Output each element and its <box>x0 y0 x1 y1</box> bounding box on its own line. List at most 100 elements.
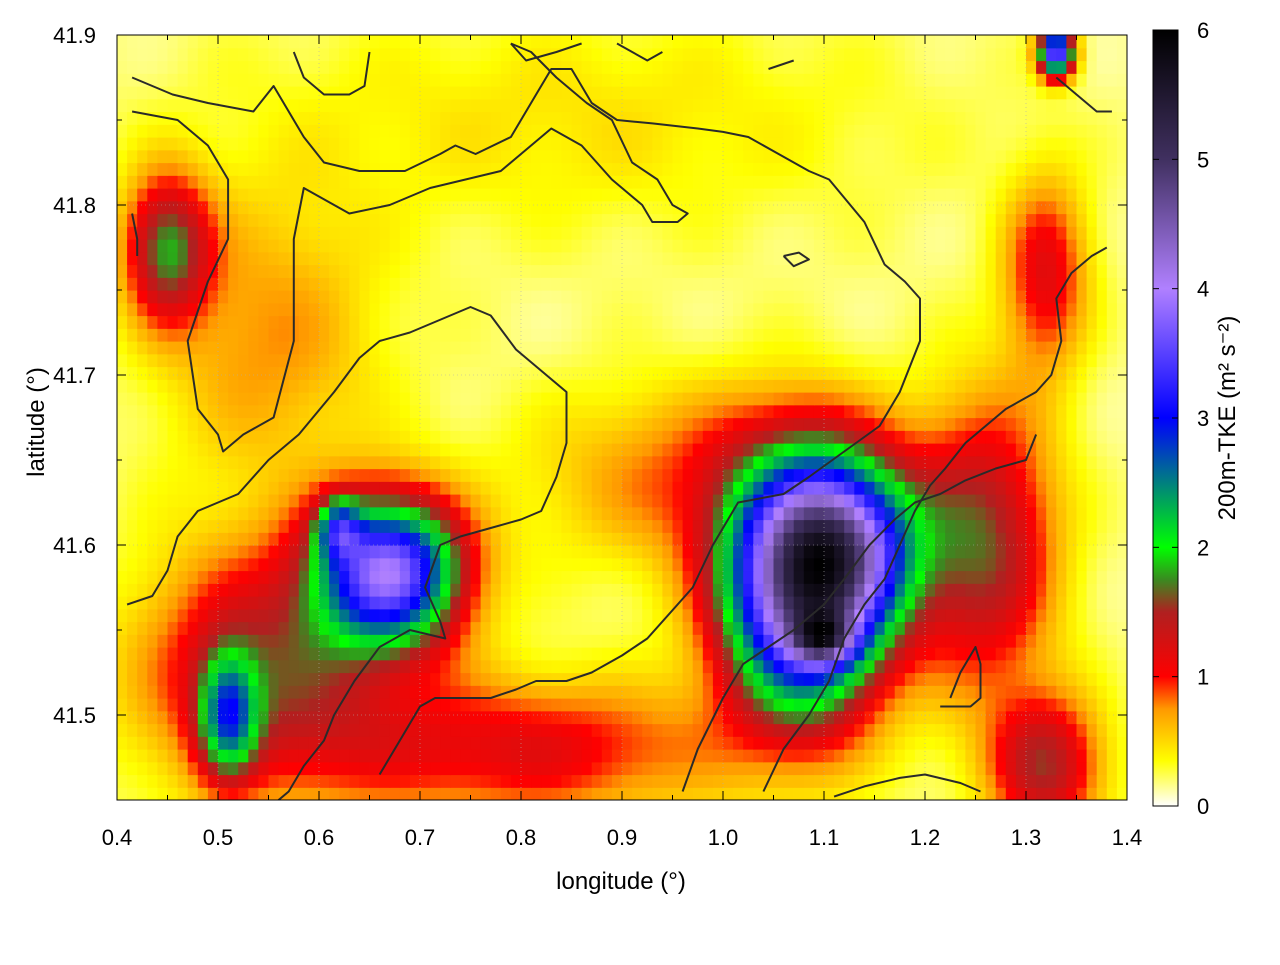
heat-cell <box>1076 685 1088 699</box>
heat-cell <box>925 315 936 329</box>
heat-cell <box>813 736 825 750</box>
heat-cell <box>470 774 482 788</box>
heat-cell <box>409 647 421 661</box>
heat-cell <box>288 506 300 521</box>
heat-cell <box>945 608 956 623</box>
heat-cell <box>470 200 482 215</box>
heat-cell <box>965 226 977 240</box>
heat-cell <box>935 379 946 393</box>
heat-cell <box>470 494 482 508</box>
heat-cell <box>682 239 694 253</box>
heat-cell <box>228 404 239 419</box>
heat-cell <box>803 175 815 189</box>
heat-cell <box>1106 392 1118 406</box>
heat-cell <box>935 200 946 215</box>
heat-cell <box>793 659 805 674</box>
heat-cell <box>268 468 280 482</box>
heat-cell <box>581 596 593 610</box>
heat-cell <box>207 545 219 559</box>
heat-cell <box>399 506 411 521</box>
heat-cell <box>642 532 653 546</box>
heat-cell <box>399 188 411 202</box>
heat-cell <box>743 200 754 215</box>
heat-cell <box>1106 506 1118 521</box>
heat-cell <box>127 315 138 329</box>
heat-cell <box>773 494 785 508</box>
heat-cell <box>349 315 360 329</box>
heat-cell <box>500 162 512 176</box>
heat-cell <box>1015 392 1027 406</box>
heat-cell <box>793 557 805 572</box>
heat-cell <box>965 570 977 584</box>
heat-cell <box>803 608 815 623</box>
heat-cell <box>955 532 966 546</box>
heat-cell <box>632 596 643 610</box>
heat-cell <box>622 545 633 559</box>
heat-cell <box>864 634 876 648</box>
heat-cell <box>470 723 482 737</box>
heat-cell <box>167 647 179 661</box>
heat-cell <box>117 774 128 788</box>
heat-cell <box>874 596 886 610</box>
heat-cell <box>773 239 785 253</box>
heat-cell <box>935 481 946 495</box>
heat-cell <box>480 392 492 406</box>
heat-cell <box>541 608 552 623</box>
heat-cell <box>450 698 461 712</box>
heat-cell <box>248 519 259 533</box>
heat-cell <box>339 749 350 763</box>
heat-cell <box>935 341 946 355</box>
heat-cell <box>763 736 775 750</box>
heat-cell <box>581 634 593 648</box>
heat-cell <box>642 621 653 635</box>
heat-cell <box>329 315 340 329</box>
heat-cell <box>288 494 300 508</box>
heat-cell <box>793 634 805 648</box>
heat-cell <box>793 443 805 457</box>
heat-cell <box>369 468 381 482</box>
heat-cell <box>460 162 472 176</box>
heat-cell <box>844 761 855 776</box>
heat-cell <box>288 570 300 584</box>
heat-cell <box>1096 583 1108 597</box>
heat-cell <box>854 379 865 393</box>
heat-cell <box>894 787 906 800</box>
heat-cell <box>834 570 845 584</box>
heat-cell <box>218 468 229 482</box>
heat-cell <box>1106 443 1118 457</box>
heat-cell <box>935 392 946 406</box>
heat-cell <box>733 290 744 304</box>
heat-cell <box>541 621 552 635</box>
heat-cell <box>702 698 714 712</box>
heat-cell <box>541 417 552 431</box>
heat-cell <box>1086 341 1098 355</box>
heat-cell <box>955 379 966 393</box>
heat-cell <box>379 736 391 750</box>
heat-cell <box>591 239 603 253</box>
heat-cell <box>1026 672 1037 686</box>
heat-cell <box>712 315 724 329</box>
heat-cell <box>793 366 805 380</box>
heat-cell <box>763 213 775 227</box>
heat-cell <box>995 239 1007 253</box>
heat-cell <box>642 417 653 431</box>
heat-cell <box>339 557 350 572</box>
heat-cell <box>894 162 906 176</box>
heat-cell <box>147 494 158 508</box>
heat-cell <box>854 481 865 495</box>
heat-cell <box>470 315 482 329</box>
heat-cell <box>1056 570 1067 584</box>
heat-cell <box>622 443 633 457</box>
heat-cell <box>813 583 825 597</box>
heat-cell <box>712 710 724 725</box>
heat-cell <box>793 468 805 482</box>
heat-cell <box>349 353 360 368</box>
heat-cell <box>702 379 714 393</box>
heat-cell <box>975 226 987 240</box>
heat-cell <box>147 596 158 610</box>
heat-cell <box>824 328 835 342</box>
heat-cell <box>238 634 249 648</box>
heat-cell <box>854 404 865 419</box>
heat-cell <box>874 392 886 406</box>
heat-cell <box>632 315 643 329</box>
